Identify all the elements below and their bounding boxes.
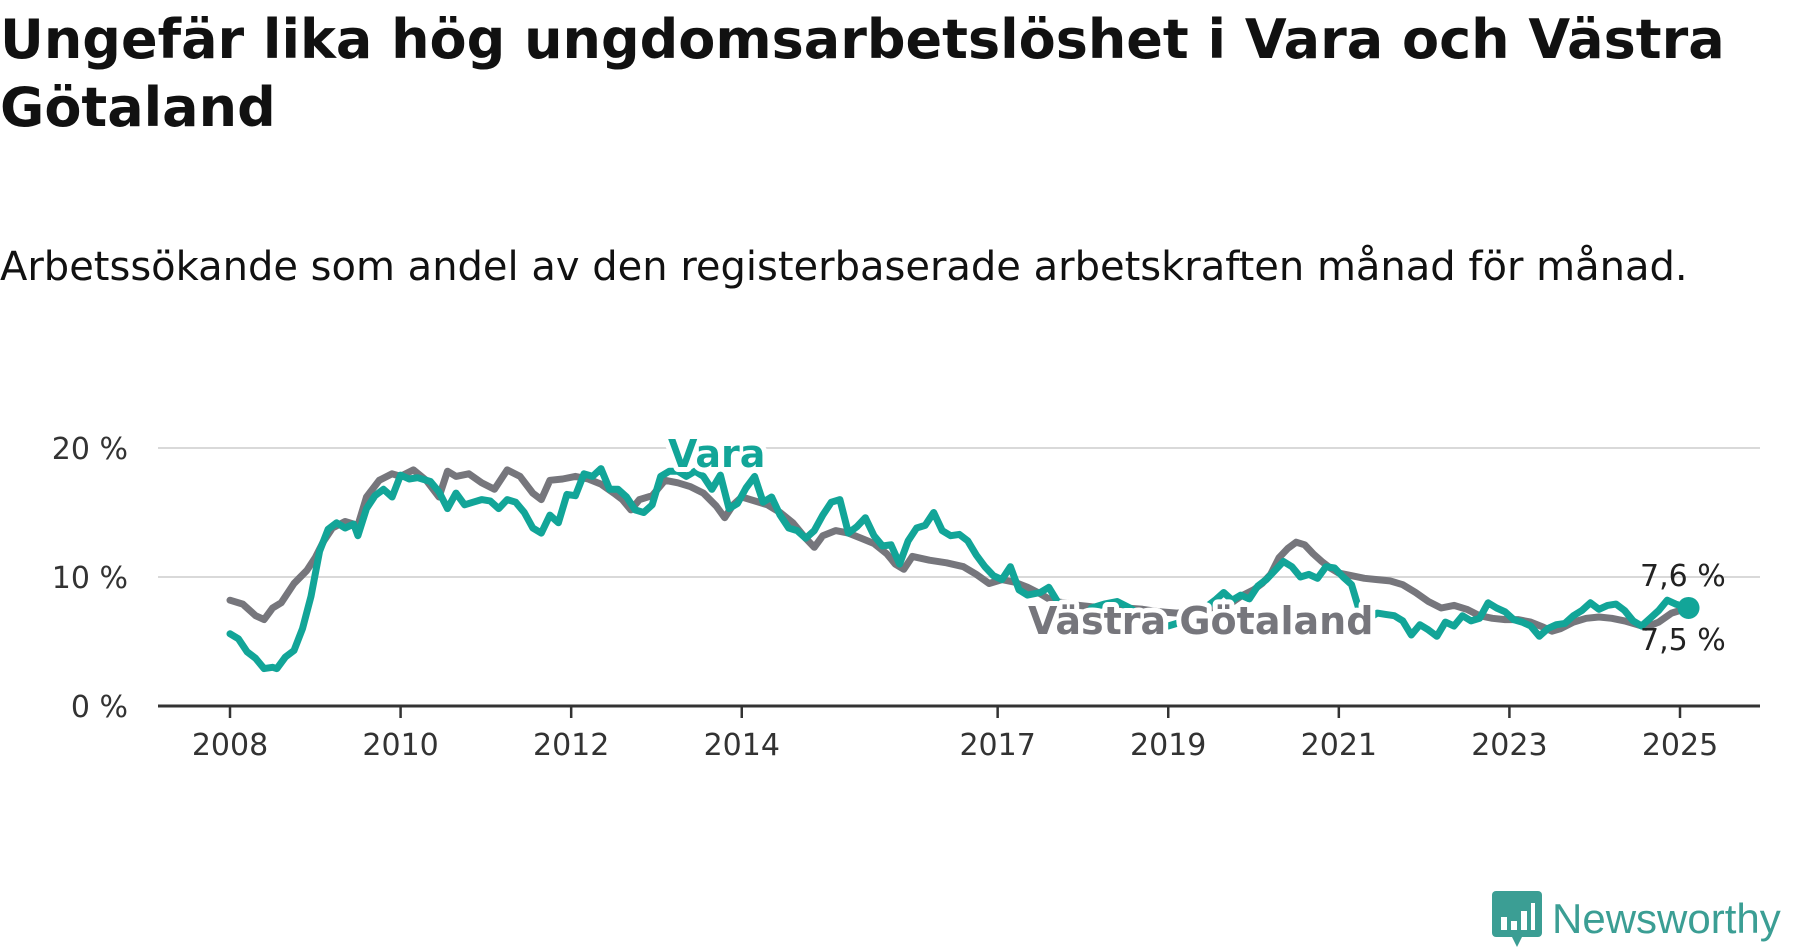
x-tick-label: 2019 xyxy=(1130,728,1206,763)
series-line-vara xyxy=(226,465,1692,673)
y-tick-label: 0 % xyxy=(71,690,128,725)
series-label-vastra-gotaland: Västra Götaland xyxy=(1028,599,1373,643)
y-tick-label: 10 % xyxy=(52,561,128,596)
end-value-label-vastra-gotaland: 7,5 % xyxy=(1640,623,1726,658)
x-tick-label: 2025 xyxy=(1642,728,1718,763)
chart-subtitle: Arbetssökande som andel av den registerb… xyxy=(0,244,1688,290)
x-tick-label: 2014 xyxy=(704,728,780,763)
chart-title: Ungefär lika hög ungdomsarbetslöshet i V… xyxy=(0,8,1725,139)
newsworthy-logo-icon xyxy=(1492,891,1542,947)
x-tick-label: 2012 xyxy=(533,728,609,763)
x-tick-label: 2023 xyxy=(1471,728,1547,763)
x-tick-label: 2010 xyxy=(362,728,438,763)
x-tick-label: 2017 xyxy=(959,728,1035,763)
x-tick-label: 2021 xyxy=(1301,728,1377,763)
series-label-vara: Vara xyxy=(668,432,765,476)
y-tick-label: 20 % xyxy=(52,432,128,467)
series-end-marker-vara xyxy=(1677,596,1700,619)
brand-name: Newsworthy xyxy=(1552,895,1781,942)
brand-logo: Newsworthy xyxy=(1492,888,1781,950)
series-line-vastra-gotaland xyxy=(226,466,1692,635)
end-value-label-vara: 7,6 % xyxy=(1640,559,1726,594)
x-tick-label: 2008 xyxy=(192,728,268,763)
